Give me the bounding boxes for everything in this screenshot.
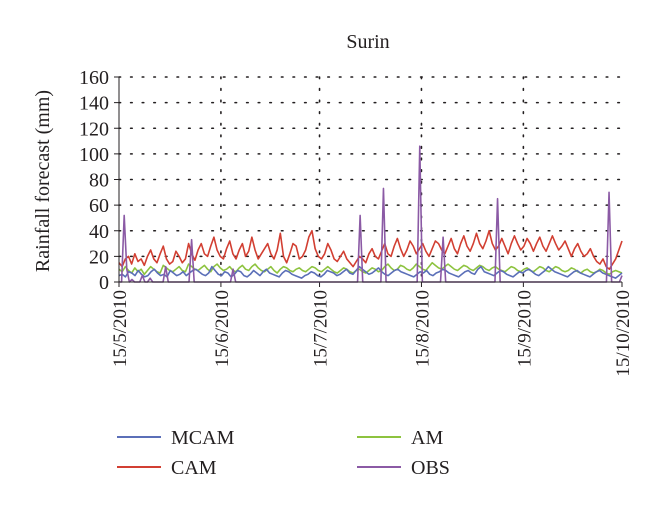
chart-title: Surin (346, 31, 389, 53)
legend-label-obs: OBS (411, 457, 450, 479)
y-tick-label: 100 (79, 144, 109, 166)
series-line-am (118, 261, 623, 276)
series-lines (118, 145, 623, 283)
y-tick-label: 160 (79, 67, 109, 89)
y-axis-label: Rainfall forecast (mm) (32, 90, 54, 272)
y-tick-label: 60 (89, 195, 109, 217)
y-tick-label: 20 (89, 246, 109, 268)
y-tick-label: 140 (79, 93, 109, 115)
y-tick-label: 40 (89, 221, 109, 243)
series-line-mcam (118, 265, 623, 279)
x-tick-label: 15/10/2010 (613, 290, 634, 377)
x-tick-label: 15/5/2010 (110, 290, 131, 367)
y-axis-ticks: 0 20 40 60 80 100 120 140 160 (79, 67, 119, 294)
x-axis-ticks: 15/5/2010 15/6/2010 15/7/2010 15/8/2010 15/9… (110, 282, 634, 377)
x-tick-label: 15/9/2010 (514, 290, 535, 367)
legend-label-cam: CAM (171, 457, 217, 479)
y-tick-label: 80 (89, 170, 109, 192)
y-tick-label: 120 (79, 118, 109, 140)
x-tick-label: 15/6/2010 (212, 290, 233, 367)
legend-label-am: AM (411, 427, 443, 449)
series-line-obs (119, 145, 623, 283)
x-tick-label: 15/8/2010 (412, 290, 433, 367)
legend: MCAM AM CAM OBS (117, 427, 450, 479)
series-line-cam (118, 229, 623, 270)
legend-label-mcam: MCAM (171, 427, 235, 449)
gridlines (118, 76, 623, 283)
x-tick-label: 15/7/2010 (311, 290, 332, 367)
y-tick-label: 0 (99, 272, 109, 294)
